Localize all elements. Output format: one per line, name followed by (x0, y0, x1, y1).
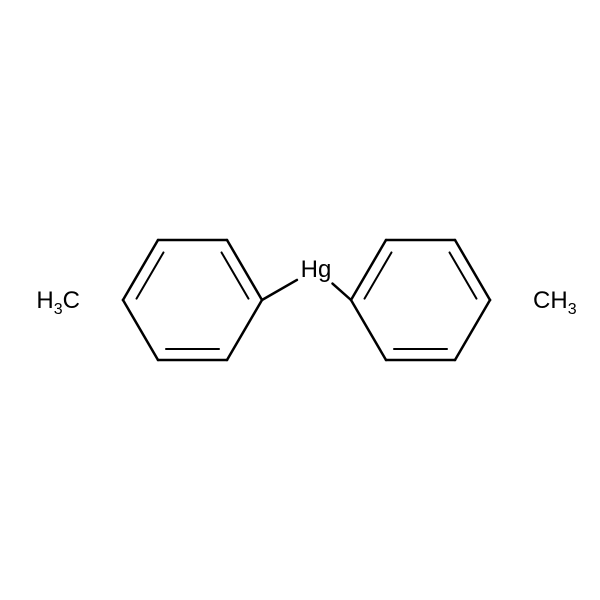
bond-Hg-C8 (332, 284, 351, 300)
bond-C8-C9 (351, 240, 391, 300)
bond-C11-C12 (455, 300, 490, 360)
bond-C7-C2 (123, 300, 158, 360)
bond-C6-C7 (158, 349, 227, 360)
bond-C2-C3 (123, 240, 163, 300)
bond-C5-Hg (262, 280, 297, 300)
bond-C4-C5 (222, 240, 262, 300)
bond-C13-C8 (351, 300, 386, 360)
bond-C5-C6 (227, 300, 262, 360)
bond-C10-C11 (450, 240, 490, 300)
molecule-diagram: H3C Hg CH3 (0, 0, 600, 600)
atom-label-C1: H3C (36, 287, 80, 318)
bond-C12-C13 (386, 349, 455, 360)
atom-label-Hg: Hg (301, 256, 332, 283)
atom-label-C14: CH3 (533, 287, 577, 318)
